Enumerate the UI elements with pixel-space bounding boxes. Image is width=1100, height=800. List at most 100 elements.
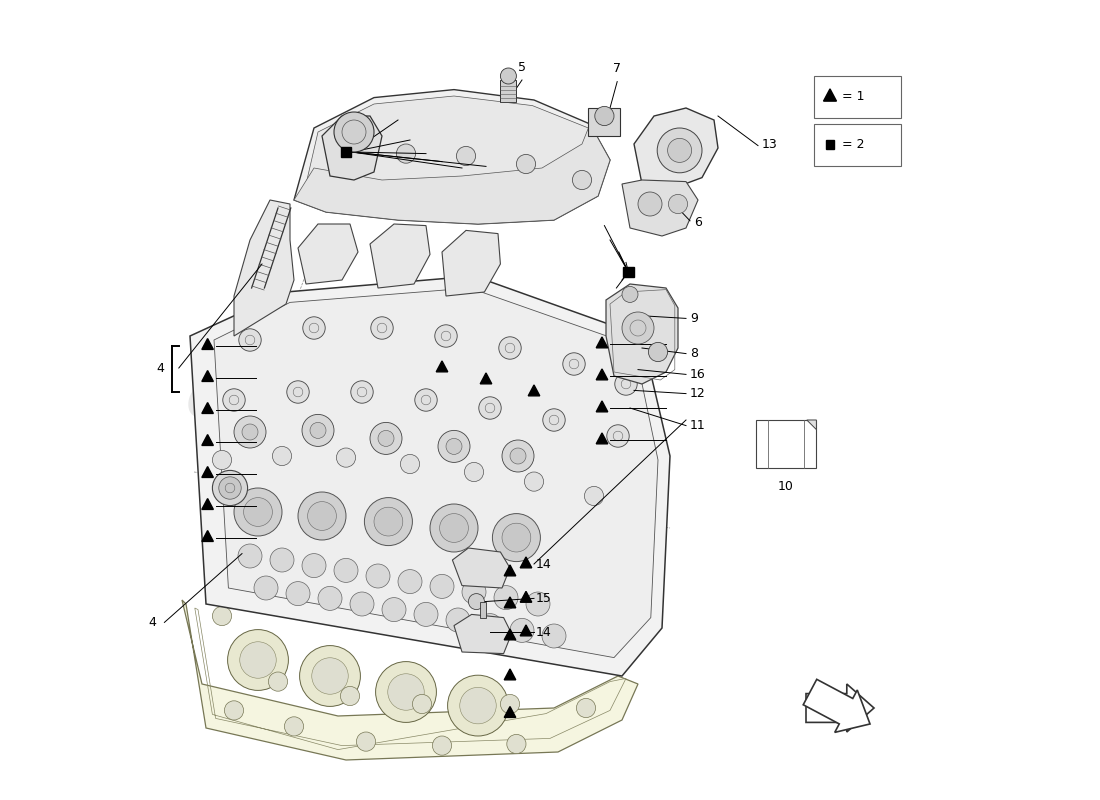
Polygon shape [234, 200, 294, 336]
Text: 8: 8 [690, 347, 698, 360]
Circle shape [350, 592, 374, 616]
Circle shape [615, 373, 637, 395]
Polygon shape [588, 108, 620, 136]
Circle shape [234, 488, 282, 536]
Circle shape [302, 414, 334, 446]
Circle shape [299, 646, 361, 706]
Circle shape [448, 675, 508, 736]
Polygon shape [504, 565, 516, 576]
Circle shape [440, 514, 469, 542]
Circle shape [621, 312, 654, 344]
Circle shape [572, 170, 592, 190]
Circle shape [478, 614, 502, 638]
Polygon shape [528, 385, 540, 396]
Circle shape [464, 462, 484, 482]
Circle shape [378, 430, 394, 446]
Polygon shape [500, 80, 516, 102]
Polygon shape [596, 401, 608, 412]
Circle shape [500, 694, 519, 714]
Text: 16: 16 [690, 368, 706, 381]
Circle shape [240, 642, 276, 678]
Circle shape [430, 504, 478, 552]
Polygon shape [520, 557, 531, 568]
Circle shape [460, 687, 496, 724]
Polygon shape [437, 361, 448, 372]
Text: 10: 10 [778, 480, 794, 493]
Polygon shape [190, 276, 670, 676]
Polygon shape [370, 224, 430, 288]
Text: = 1: = 1 [842, 90, 865, 103]
Polygon shape [214, 288, 658, 658]
Polygon shape [596, 433, 608, 444]
Circle shape [510, 448, 526, 464]
Polygon shape [201, 466, 213, 478]
Text: 5: 5 [518, 61, 526, 74]
Circle shape [238, 544, 262, 568]
Polygon shape [520, 591, 531, 602]
Text: 14: 14 [536, 626, 551, 638]
Polygon shape [201, 530, 213, 542]
Circle shape [287, 381, 309, 403]
Circle shape [507, 734, 526, 754]
Circle shape [462, 580, 486, 604]
Circle shape [669, 194, 688, 214]
Polygon shape [504, 706, 516, 718]
Polygon shape [294, 90, 610, 224]
Circle shape [502, 440, 534, 472]
Circle shape [224, 701, 243, 720]
Circle shape [334, 112, 374, 152]
Polygon shape [454, 614, 512, 654]
Bar [624, 266, 634, 277]
Circle shape [563, 353, 585, 375]
Circle shape [469, 594, 484, 610]
Circle shape [400, 454, 419, 474]
Circle shape [337, 150, 355, 170]
Circle shape [432, 736, 452, 755]
Circle shape [302, 317, 326, 339]
Polygon shape [442, 230, 501, 296]
Circle shape [242, 424, 258, 440]
Circle shape [510, 618, 534, 642]
Circle shape [396, 144, 416, 163]
Circle shape [337, 448, 355, 467]
Polygon shape [504, 629, 516, 640]
Circle shape [668, 138, 692, 162]
Polygon shape [806, 420, 816, 430]
Circle shape [234, 416, 266, 448]
Circle shape [542, 624, 566, 648]
FancyBboxPatch shape [814, 124, 901, 166]
Circle shape [212, 470, 248, 506]
Polygon shape [806, 684, 874, 732]
Circle shape [382, 598, 406, 622]
Circle shape [446, 438, 462, 454]
Circle shape [273, 446, 292, 466]
Polygon shape [596, 369, 608, 380]
Circle shape [434, 325, 458, 347]
Text: 6: 6 [694, 216, 702, 229]
Bar [341, 146, 351, 157]
Polygon shape [757, 420, 816, 468]
Text: = 2: = 2 [842, 138, 865, 151]
Text: 13: 13 [762, 138, 778, 150]
Polygon shape [201, 434, 213, 446]
Circle shape [308, 502, 337, 530]
Circle shape [351, 381, 373, 403]
Circle shape [243, 498, 273, 526]
Circle shape [388, 674, 425, 710]
Circle shape [318, 586, 342, 610]
Circle shape [498, 337, 521, 359]
Text: 4: 4 [148, 616, 156, 629]
Circle shape [607, 425, 629, 447]
Circle shape [414, 602, 438, 626]
Circle shape [438, 430, 470, 462]
Circle shape [239, 329, 261, 351]
Polygon shape [606, 284, 678, 384]
Polygon shape [322, 116, 382, 180]
Polygon shape [201, 370, 213, 382]
Text: 12: 12 [690, 387, 706, 400]
Circle shape [500, 68, 516, 84]
Circle shape [285, 717, 304, 736]
Polygon shape [504, 597, 516, 608]
Polygon shape [803, 679, 870, 732]
FancyBboxPatch shape [814, 76, 901, 118]
